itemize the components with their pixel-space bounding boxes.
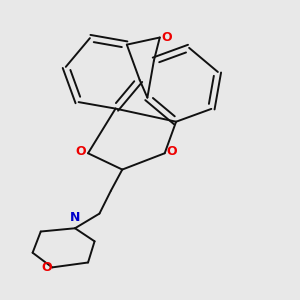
Text: O: O xyxy=(76,145,86,158)
Text: N: N xyxy=(70,211,80,224)
Text: O: O xyxy=(161,31,172,44)
Text: O: O xyxy=(167,145,177,158)
Text: O: O xyxy=(41,261,52,274)
